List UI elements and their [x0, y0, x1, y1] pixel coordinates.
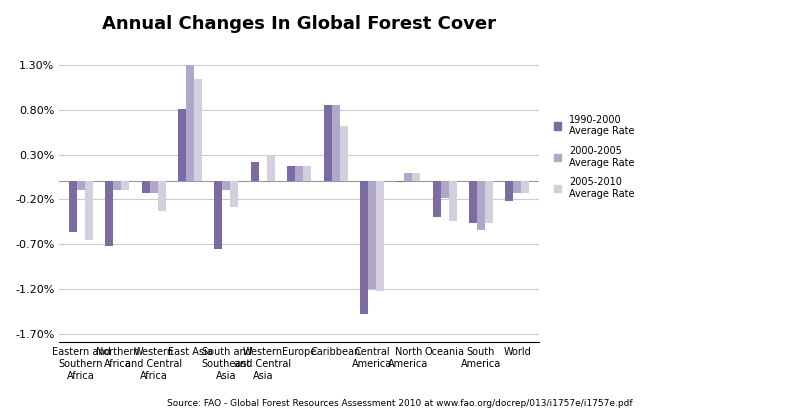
Bar: [339, 126, 347, 182]
Bar: [522, 182, 530, 193]
Legend: 1990-2000
Average Rate, 2000-2005
Average Rate, 2005-2010
Average Rate: 1990-2000 Average Rate, 2000-2005 Averag…: [549, 110, 639, 204]
Bar: [69, 182, 77, 232]
Bar: [77, 182, 85, 190]
Bar: [485, 182, 493, 222]
Bar: [396, 182, 404, 183]
Bar: [287, 166, 295, 182]
Bar: [360, 182, 368, 314]
Bar: [150, 182, 158, 193]
Bar: [85, 182, 93, 240]
Bar: [506, 182, 514, 201]
Bar: [469, 182, 477, 222]
Bar: [449, 182, 457, 221]
Bar: [295, 166, 303, 182]
Bar: [331, 105, 339, 182]
Bar: [106, 182, 114, 246]
Bar: [441, 182, 449, 198]
Bar: [368, 182, 376, 289]
Bar: [404, 173, 412, 182]
Bar: [323, 105, 331, 182]
Bar: [194, 79, 202, 182]
Title: Annual Changes In Global Forest Cover: Annual Changes In Global Forest Cover: [102, 15, 496, 33]
Bar: [303, 166, 311, 182]
Bar: [376, 182, 384, 290]
Bar: [142, 182, 150, 193]
Bar: [267, 154, 275, 182]
Bar: [477, 182, 485, 230]
Bar: [214, 182, 222, 248]
Bar: [114, 182, 122, 190]
Bar: [433, 182, 441, 217]
Bar: [251, 162, 259, 182]
Bar: [230, 182, 238, 206]
Text: Source: FAO - Global Forest Resources Assessment 2010 at www.fao.org/docrep/013/: Source: FAO - Global Forest Resources As…: [167, 399, 633, 408]
Bar: [122, 182, 130, 190]
Bar: [186, 65, 194, 182]
Bar: [514, 182, 522, 193]
Bar: [178, 109, 186, 182]
Bar: [158, 182, 166, 211]
Bar: [412, 173, 420, 182]
Bar: [222, 182, 230, 190]
